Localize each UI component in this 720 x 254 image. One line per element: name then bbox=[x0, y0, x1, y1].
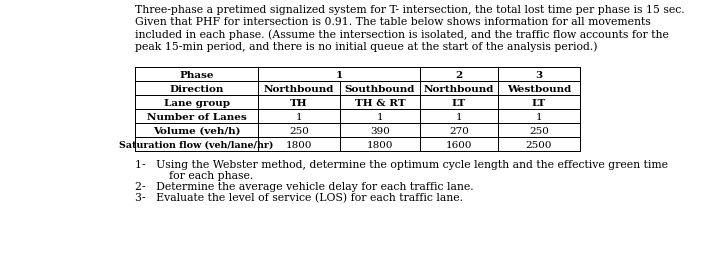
Bar bbox=[340, 123, 420, 137]
Text: 1: 1 bbox=[456, 112, 462, 121]
Text: Westbound: Westbound bbox=[507, 84, 571, 93]
Text: 1600: 1600 bbox=[446, 140, 472, 149]
Text: 390: 390 bbox=[370, 126, 390, 135]
Text: peak 15-min period, and there is no initial queue at the start of the analysis p: peak 15-min period, and there is no init… bbox=[135, 41, 598, 51]
Bar bbox=[340, 96, 420, 109]
Text: 1: 1 bbox=[536, 112, 542, 121]
Bar bbox=[498, 68, 580, 82]
Text: 1: 1 bbox=[336, 70, 343, 79]
Bar bbox=[258, 68, 420, 82]
Bar bbox=[420, 68, 498, 82]
Text: 1800: 1800 bbox=[366, 140, 393, 149]
Bar bbox=[498, 96, 580, 109]
Text: 2500: 2500 bbox=[526, 140, 552, 149]
Text: 3-   Evaluate the level of service (LOS) for each traffic lane.: 3- Evaluate the level of service (LOS) f… bbox=[135, 192, 463, 202]
Text: TH & RT: TH & RT bbox=[355, 98, 405, 107]
Text: 250: 250 bbox=[529, 126, 549, 135]
Text: 1: 1 bbox=[296, 112, 302, 121]
Bar bbox=[258, 137, 340, 151]
Text: included in each phase. (Assume the intersection is isolated, and the traffic fl: included in each phase. (Assume the inte… bbox=[135, 29, 669, 39]
Text: Southbound: Southbound bbox=[345, 84, 415, 93]
Text: 2: 2 bbox=[455, 70, 463, 79]
Bar bbox=[135, 68, 580, 82]
Bar bbox=[135, 96, 580, 109]
Text: for each phase.: for each phase. bbox=[148, 170, 253, 180]
Text: Three-phase a pretimed signalized system for T- intersection, the total lost tim: Three-phase a pretimed signalized system… bbox=[135, 5, 685, 15]
Text: 250: 250 bbox=[289, 126, 309, 135]
Bar bbox=[420, 96, 498, 109]
Bar bbox=[258, 123, 340, 137]
Bar bbox=[258, 82, 340, 96]
Bar bbox=[498, 109, 580, 123]
Text: Number of Lanes: Number of Lanes bbox=[147, 112, 246, 121]
Bar bbox=[420, 137, 498, 151]
Text: 2-   Determine the average vehicle delay for each traffic lane.: 2- Determine the average vehicle delay f… bbox=[135, 181, 474, 191]
Bar bbox=[135, 123, 258, 137]
Bar bbox=[135, 82, 258, 96]
Text: Direction: Direction bbox=[169, 84, 224, 93]
Bar bbox=[135, 123, 580, 137]
Text: Given that PHF for intersection is 0.91. The table below shows information for a: Given that PHF for intersection is 0.91.… bbox=[135, 17, 651, 27]
Text: 270: 270 bbox=[449, 126, 469, 135]
Bar bbox=[135, 82, 580, 96]
Bar bbox=[258, 109, 340, 123]
Text: 3: 3 bbox=[536, 70, 543, 79]
Text: 1-   Using the Webster method, determine the optimum cycle length and the effect: 1- Using the Webster method, determine t… bbox=[135, 159, 668, 169]
Bar bbox=[135, 96, 258, 109]
Bar bbox=[498, 82, 580, 96]
Text: TH: TH bbox=[290, 98, 308, 107]
Bar bbox=[340, 82, 420, 96]
Bar bbox=[498, 123, 580, 137]
Bar bbox=[420, 82, 498, 96]
Bar bbox=[498, 137, 580, 151]
Text: Lane group: Lane group bbox=[163, 98, 230, 107]
Text: LT: LT bbox=[532, 98, 546, 107]
Bar bbox=[340, 109, 420, 123]
Text: Saturation flow (veh/lane/hr): Saturation flow (veh/lane/hr) bbox=[120, 140, 274, 149]
Bar bbox=[135, 109, 580, 123]
Bar bbox=[258, 96, 340, 109]
Bar bbox=[135, 109, 258, 123]
Bar bbox=[420, 123, 498, 137]
Text: Northbound: Northbound bbox=[424, 84, 494, 93]
Text: Northbound: Northbound bbox=[264, 84, 334, 93]
Text: LT: LT bbox=[452, 98, 466, 107]
Bar bbox=[340, 137, 420, 151]
Bar bbox=[135, 137, 580, 151]
Bar bbox=[135, 68, 258, 82]
Text: 1800: 1800 bbox=[286, 140, 312, 149]
Bar bbox=[135, 137, 258, 151]
Text: 1: 1 bbox=[377, 112, 383, 121]
Bar bbox=[420, 109, 498, 123]
Text: Volume (veh/h): Volume (veh/h) bbox=[153, 126, 240, 135]
Text: Phase: Phase bbox=[179, 70, 214, 79]
